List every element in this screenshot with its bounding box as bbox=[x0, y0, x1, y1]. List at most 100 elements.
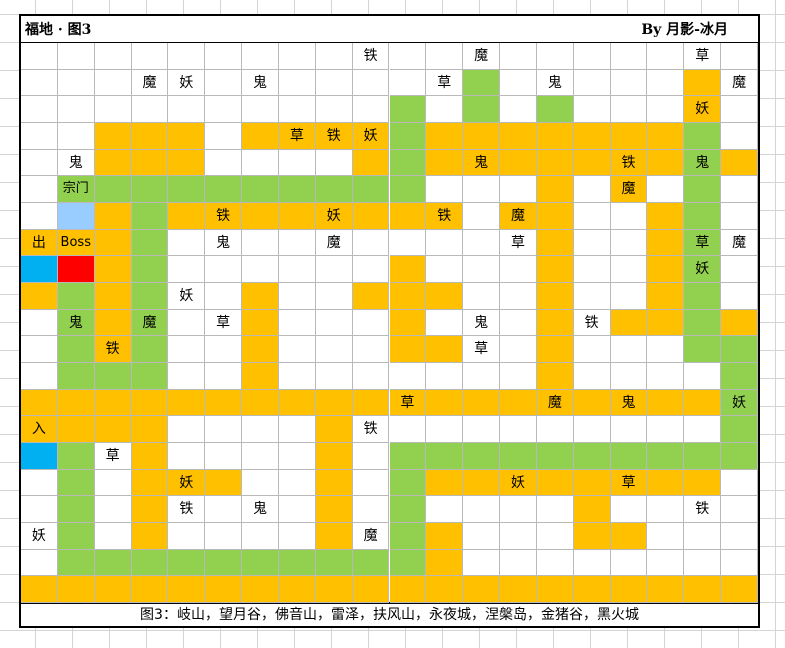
map-cell-blank bbox=[278, 496, 316, 523]
map-cell-orange-path: 入 bbox=[21, 416, 58, 443]
map-cell-blank bbox=[610, 549, 648, 577]
map-cell-blank bbox=[205, 96, 243, 123]
map-cell-blank bbox=[426, 229, 464, 257]
map-cell-orange-path bbox=[315, 469, 353, 497]
map-cell-orange-path bbox=[573, 496, 611, 523]
map-cell-blank bbox=[21, 69, 58, 97]
map-cell-green-path bbox=[57, 336, 95, 363]
map-cell-orange-path bbox=[131, 469, 169, 497]
map-cell-blank bbox=[610, 229, 648, 257]
map-cell-green-path bbox=[57, 283, 95, 310]
map-cell-orange-path bbox=[94, 309, 132, 337]
map-cell-orange-path bbox=[168, 576, 206, 603]
map-cell-blank bbox=[21, 176, 58, 203]
map-cell-orange-path bbox=[205, 389, 243, 417]
map-cell-blank bbox=[721, 549, 758, 577]
map-cell-blank: 草 bbox=[500, 229, 537, 257]
map-cell-green-path bbox=[389, 496, 427, 523]
map-cell-orange-path: 魔 bbox=[610, 176, 648, 203]
map-cell-orange-path bbox=[94, 283, 132, 310]
map-cell-blank bbox=[315, 309, 353, 337]
map-cell-orange-path bbox=[647, 576, 685, 603]
map-cell-blank bbox=[21, 336, 58, 363]
map-cell-blank bbox=[205, 43, 243, 70]
map-cell-blank bbox=[242, 149, 279, 177]
map-cell-green-path: 鬼 bbox=[57, 309, 95, 337]
map-cell-blank bbox=[684, 363, 722, 390]
map-cell-green-path bbox=[684, 203, 722, 230]
map-cell-blank bbox=[168, 363, 206, 390]
map-cell-green-path bbox=[389, 123, 427, 150]
map-cell-orange-path: 鬼 bbox=[463, 149, 501, 177]
map-cell-orange-path bbox=[315, 389, 353, 417]
map-cell-orange-path bbox=[426, 389, 464, 417]
map-cell-blank bbox=[610, 256, 648, 283]
map-cell-orange-path bbox=[21, 283, 58, 310]
map-cell-orange-path bbox=[94, 416, 132, 443]
map-cell-orange-path bbox=[573, 123, 611, 150]
map-cell-blank: 草 bbox=[205, 309, 243, 337]
map-cell-green-path bbox=[315, 176, 353, 203]
map-cell-blank bbox=[94, 469, 132, 497]
map-cell-blank bbox=[721, 469, 758, 497]
map-header: 福地 · 图3 By 月影-冰月 bbox=[21, 16, 758, 43]
map-cell-blank bbox=[278, 229, 316, 257]
map-cell-blank bbox=[278, 283, 316, 310]
map-cell-green-path bbox=[315, 549, 353, 577]
map-cell-green-path bbox=[57, 443, 95, 470]
map-cell-green-path bbox=[278, 549, 316, 577]
map-cell-blank bbox=[315, 96, 353, 123]
map-cell-blank bbox=[205, 123, 243, 150]
map-cell-blank: 鬼 bbox=[536, 69, 574, 97]
map-cell-blank bbox=[389, 416, 427, 443]
map-cell-orange-path: 鬼 bbox=[610, 389, 648, 417]
map-cell-orange-path bbox=[389, 283, 427, 310]
map-cell-blank bbox=[500, 523, 537, 550]
map-cell-blank bbox=[573, 203, 611, 230]
map-cell-gate bbox=[21, 256, 58, 283]
map-cell-blank bbox=[352, 309, 390, 337]
map-cell-blank bbox=[426, 363, 464, 390]
map-cell-blank bbox=[721, 203, 758, 230]
map-cell-orange-path bbox=[536, 363, 574, 390]
map-cell-blank bbox=[205, 523, 243, 550]
map-cell-green-path bbox=[57, 469, 95, 497]
map-cell-blank bbox=[242, 443, 279, 470]
map-cell-blank bbox=[21, 309, 58, 337]
map-cell-green-path bbox=[131, 229, 169, 257]
map-cell-blank bbox=[205, 69, 243, 97]
map-cell-blank bbox=[352, 469, 390, 497]
map-cell-blank bbox=[21, 149, 58, 177]
map-cell-orange-path bbox=[131, 123, 169, 150]
map-cell-orange-path bbox=[684, 576, 722, 603]
map-cell-orange-path bbox=[721, 576, 758, 603]
map-cell-blank bbox=[463, 549, 501, 577]
map-cell-blank bbox=[205, 443, 243, 470]
map-cell-blank bbox=[463, 176, 501, 203]
map-cell-orange-path bbox=[573, 149, 611, 177]
map-cell-orange-path bbox=[315, 523, 353, 550]
map-cell-blank bbox=[721, 176, 758, 203]
map-cell-orange-path bbox=[242, 283, 279, 310]
map-cell-green-path bbox=[205, 176, 243, 203]
map-cell-green-path bbox=[94, 176, 132, 203]
map-cell-blank bbox=[242, 43, 279, 70]
map-cell-blank bbox=[573, 43, 611, 70]
map-cell-green-path bbox=[389, 443, 427, 470]
map-cell-blank: 铁 bbox=[352, 416, 390, 443]
map-cell-blank: 妖 bbox=[168, 69, 206, 97]
map-cell-orange-path bbox=[426, 336, 464, 363]
map-cell-orange-path bbox=[389, 203, 427, 230]
map-cell-blank bbox=[721, 43, 758, 70]
map-cell-orange-path bbox=[131, 416, 169, 443]
map-cell-blank bbox=[684, 523, 722, 550]
map-cell-blank bbox=[647, 363, 685, 390]
map-cell-blank bbox=[315, 149, 353, 177]
map-cell-orange-path bbox=[536, 203, 574, 230]
map-cell-boss bbox=[57, 256, 95, 283]
map-frame: 福地 · 图3 By 月影-冰月 铁魔草魔妖鬼草鬼魔妖草铁妖鬼鬼铁鬼宗门魔铁妖铁… bbox=[19, 14, 760, 604]
map-cell-orange-path bbox=[426, 469, 464, 497]
map-cell-blank bbox=[278, 69, 316, 97]
map-cell-blank: 铁 bbox=[168, 496, 206, 523]
map-cell-blank bbox=[205, 336, 243, 363]
